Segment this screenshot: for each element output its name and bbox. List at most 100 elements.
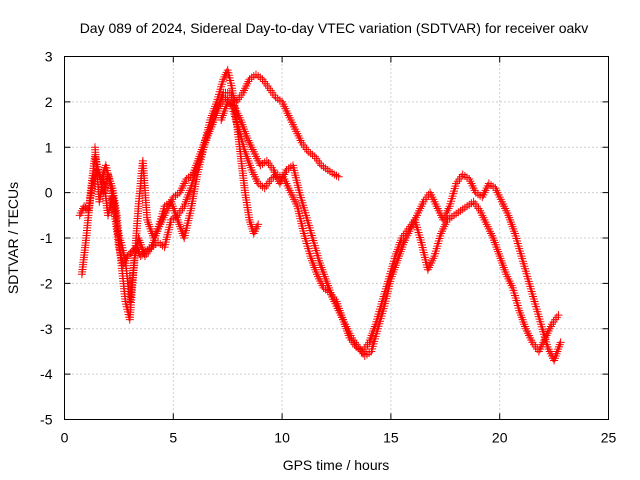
data-point: [288, 120, 297, 129]
data-point: [247, 143, 256, 152]
data-point: [507, 220, 516, 229]
data-point: [75, 211, 84, 220]
data-point: [494, 190, 503, 199]
data-point: [246, 140, 255, 149]
y-tick-label: 3: [45, 49, 53, 65]
data-point: [308, 258, 317, 267]
data-point: [434, 206, 443, 215]
data-point: [467, 179, 476, 188]
data-point: [290, 122, 299, 131]
data-point: [315, 258, 324, 267]
data-point: [493, 245, 502, 254]
data-point: [483, 222, 492, 231]
data-point: [501, 268, 510, 277]
data-point: [516, 308, 525, 317]
data-point: [489, 234, 498, 242]
data-point: [413, 211, 422, 220]
data-point: [441, 220, 450, 229]
data-point: [439, 224, 448, 233]
data-point: [322, 277, 331, 286]
data-point: [249, 170, 258, 179]
data-point: [319, 268, 328, 277]
data-point: [321, 274, 330, 283]
data-point: [291, 125, 300, 134]
data-point: [217, 113, 226, 122]
data-point: [245, 138, 254, 147]
data-point: [468, 181, 477, 190]
data-point: [243, 134, 252, 143]
data-point: [486, 229, 495, 238]
data-point: [284, 111, 293, 120]
chart-title: Day 089 of 2024, Sidereal Day-to-day VTE…: [80, 20, 589, 36]
series-track-1: [75, 66, 263, 270]
data-point: [293, 129, 302, 138]
data-point: [217, 116, 226, 125]
data-point: [414, 209, 423, 218]
x-tick-label: 0: [61, 430, 69, 446]
data-point: [496, 254, 505, 263]
data-point: [481, 218, 490, 227]
data-point: [286, 116, 295, 125]
data-point: [556, 338, 565, 347]
data-point: [290, 195, 299, 204]
data-point: [506, 215, 515, 224]
data-point: [320, 272, 329, 281]
data-point: [492, 243, 501, 252]
data-point: [76, 209, 85, 218]
series-track-2: [77, 70, 343, 324]
data-point: [550, 356, 559, 365]
y-tick-label: -1: [40, 230, 53, 246]
data-point: [490, 238, 499, 247]
data-point: [508, 222, 517, 231]
data-point: [144, 220, 153, 229]
data-point: [340, 317, 349, 326]
data-point: [283, 109, 292, 118]
data-point: [433, 204, 442, 213]
data-point: [443, 206, 452, 215]
data-point: [520, 322, 529, 331]
data-point: [503, 272, 512, 281]
data-point: [429, 195, 438, 204]
data-point: [415, 206, 424, 215]
data-point: [496, 195, 505, 204]
data-point: [287, 118, 296, 127]
data-point: [316, 261, 325, 270]
data-point: [334, 172, 343, 181]
data-point: [507, 281, 516, 290]
data-point: [146, 224, 155, 233]
data-point: [175, 220, 184, 229]
data-point: [325, 286, 334, 295]
data-point: [220, 72, 229, 81]
data-point: [246, 218, 255, 227]
data-point: [285, 186, 294, 195]
data-point: [246, 220, 255, 229]
data-point: [185, 188, 194, 197]
plot-frame: [64, 56, 609, 420]
data-point: [286, 188, 295, 197]
data-point: [480, 215, 489, 224]
data-point: [250, 150, 259, 159]
data-point: [440, 222, 449, 231]
data-point: [317, 263, 326, 272]
data-point: [184, 190, 193, 199]
data-point: [145, 222, 154, 231]
data-point: [318, 265, 327, 274]
data-point: [417, 202, 426, 211]
data-point: [310, 263, 319, 272]
data-point: [341, 320, 350, 329]
data-point: [432, 202, 441, 211]
data-point: [493, 188, 502, 197]
data-point: [254, 220, 263, 229]
data-point: [494, 247, 503, 256]
x-tick-label: 25: [601, 430, 617, 446]
data-point: [292, 127, 301, 136]
x-tick-label: 10: [274, 430, 290, 446]
data-point: [494, 249, 503, 258]
data-point: [291, 197, 300, 206]
data-point: [482, 220, 491, 229]
data-point: [288, 193, 297, 202]
data-point: [525, 331, 534, 340]
data-point: [509, 224, 518, 233]
x-tick-label: 15: [383, 430, 399, 446]
